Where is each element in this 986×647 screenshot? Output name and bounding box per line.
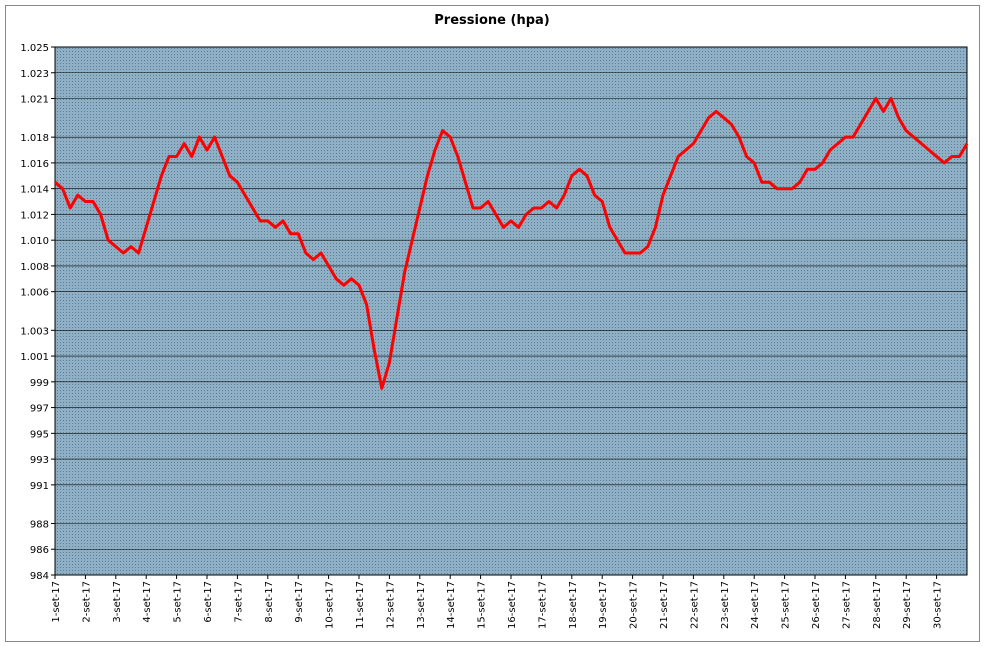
y-tick-label: 999: [30, 378, 49, 389]
x-tick-label: 5-set-17: [173, 581, 184, 623]
x-tick-label: 19-set-17: [598, 581, 609, 629]
y-tick-label: 1.023: [20, 69, 49, 80]
x-tick-label: 11-set-17: [355, 581, 366, 629]
x-tick-label: 13-set-17: [416, 581, 427, 629]
x-tick-label: 17-set-17: [537, 581, 548, 629]
y-tick-label: 995: [30, 429, 49, 440]
x-tick-label: 29-set-17: [902, 581, 913, 629]
x-tick-label: 23-set-17: [720, 581, 731, 629]
y-tick-label: 993: [30, 455, 49, 466]
chart-title: Pressione (hpa): [434, 13, 549, 28]
x-tick-label: 3-set-17: [112, 581, 123, 623]
plot-frame: [54, 46, 968, 576]
x-tick-label: 27-set-17: [841, 581, 852, 629]
y-tick-label: 984: [30, 571, 49, 582]
y-tick-label: 1.006: [20, 288, 49, 299]
y-tick-label: 1.025: [20, 43, 49, 54]
pressure-line: [54, 97, 969, 390]
y-tick-label: 986: [30, 545, 49, 556]
x-tick-label: 25-set-17: [781, 581, 792, 629]
y-tick-label: 1.014: [20, 185, 49, 196]
y-tick-label: 1.003: [20, 326, 49, 337]
x-tick-label: 22-set-17: [689, 581, 700, 629]
y-tick-label: 991: [30, 481, 49, 492]
x-tick-label: 26-set-17: [811, 581, 822, 629]
x-tick-label: 21-set-17: [659, 581, 670, 629]
plot-area: [55, 47, 967, 575]
y-tick-label: 1.001: [20, 352, 49, 363]
y-tick-label: 1.016: [20, 159, 49, 170]
x-tick-label: 16-set-17: [507, 581, 518, 629]
x-tick-label: 14-set-17: [446, 581, 457, 629]
x-tick-label: 15-set-17: [477, 581, 488, 629]
y-tick-label: 997: [30, 404, 49, 415]
x-tick-label: 20-set-17: [629, 581, 640, 629]
x-tick-label: 12-set-17: [385, 581, 396, 629]
x-tick-label: 18-set-17: [568, 581, 579, 629]
x-tick-label: 28-set-17: [872, 581, 883, 629]
x-tick-label: 30-set-17: [933, 581, 944, 629]
x-tick-label: 7-set-17: [233, 581, 244, 623]
y-tick-label: 1.021: [20, 95, 49, 106]
y-tick-label: 1.012: [20, 210, 49, 221]
x-tick-label: 6-set-17: [203, 581, 214, 623]
y-tick-label: 1.008: [20, 262, 49, 273]
x-tick-label: 10-set-17: [325, 581, 336, 629]
x-tick-label: 8-set-17: [264, 581, 275, 623]
y-tick-label: 1.018: [20, 133, 49, 144]
y-tick-label: 1.010: [20, 236, 49, 247]
x-tick-label: 9-set-17: [294, 581, 305, 623]
x-tick-label: 4-set-17: [142, 581, 153, 623]
x-tick-label: 24-set-17: [750, 581, 761, 629]
x-tick-label: 2-set-17: [81, 581, 92, 623]
y-tick-label: 988: [30, 519, 49, 530]
x-tick-label: 1-set-17: [51, 581, 62, 623]
